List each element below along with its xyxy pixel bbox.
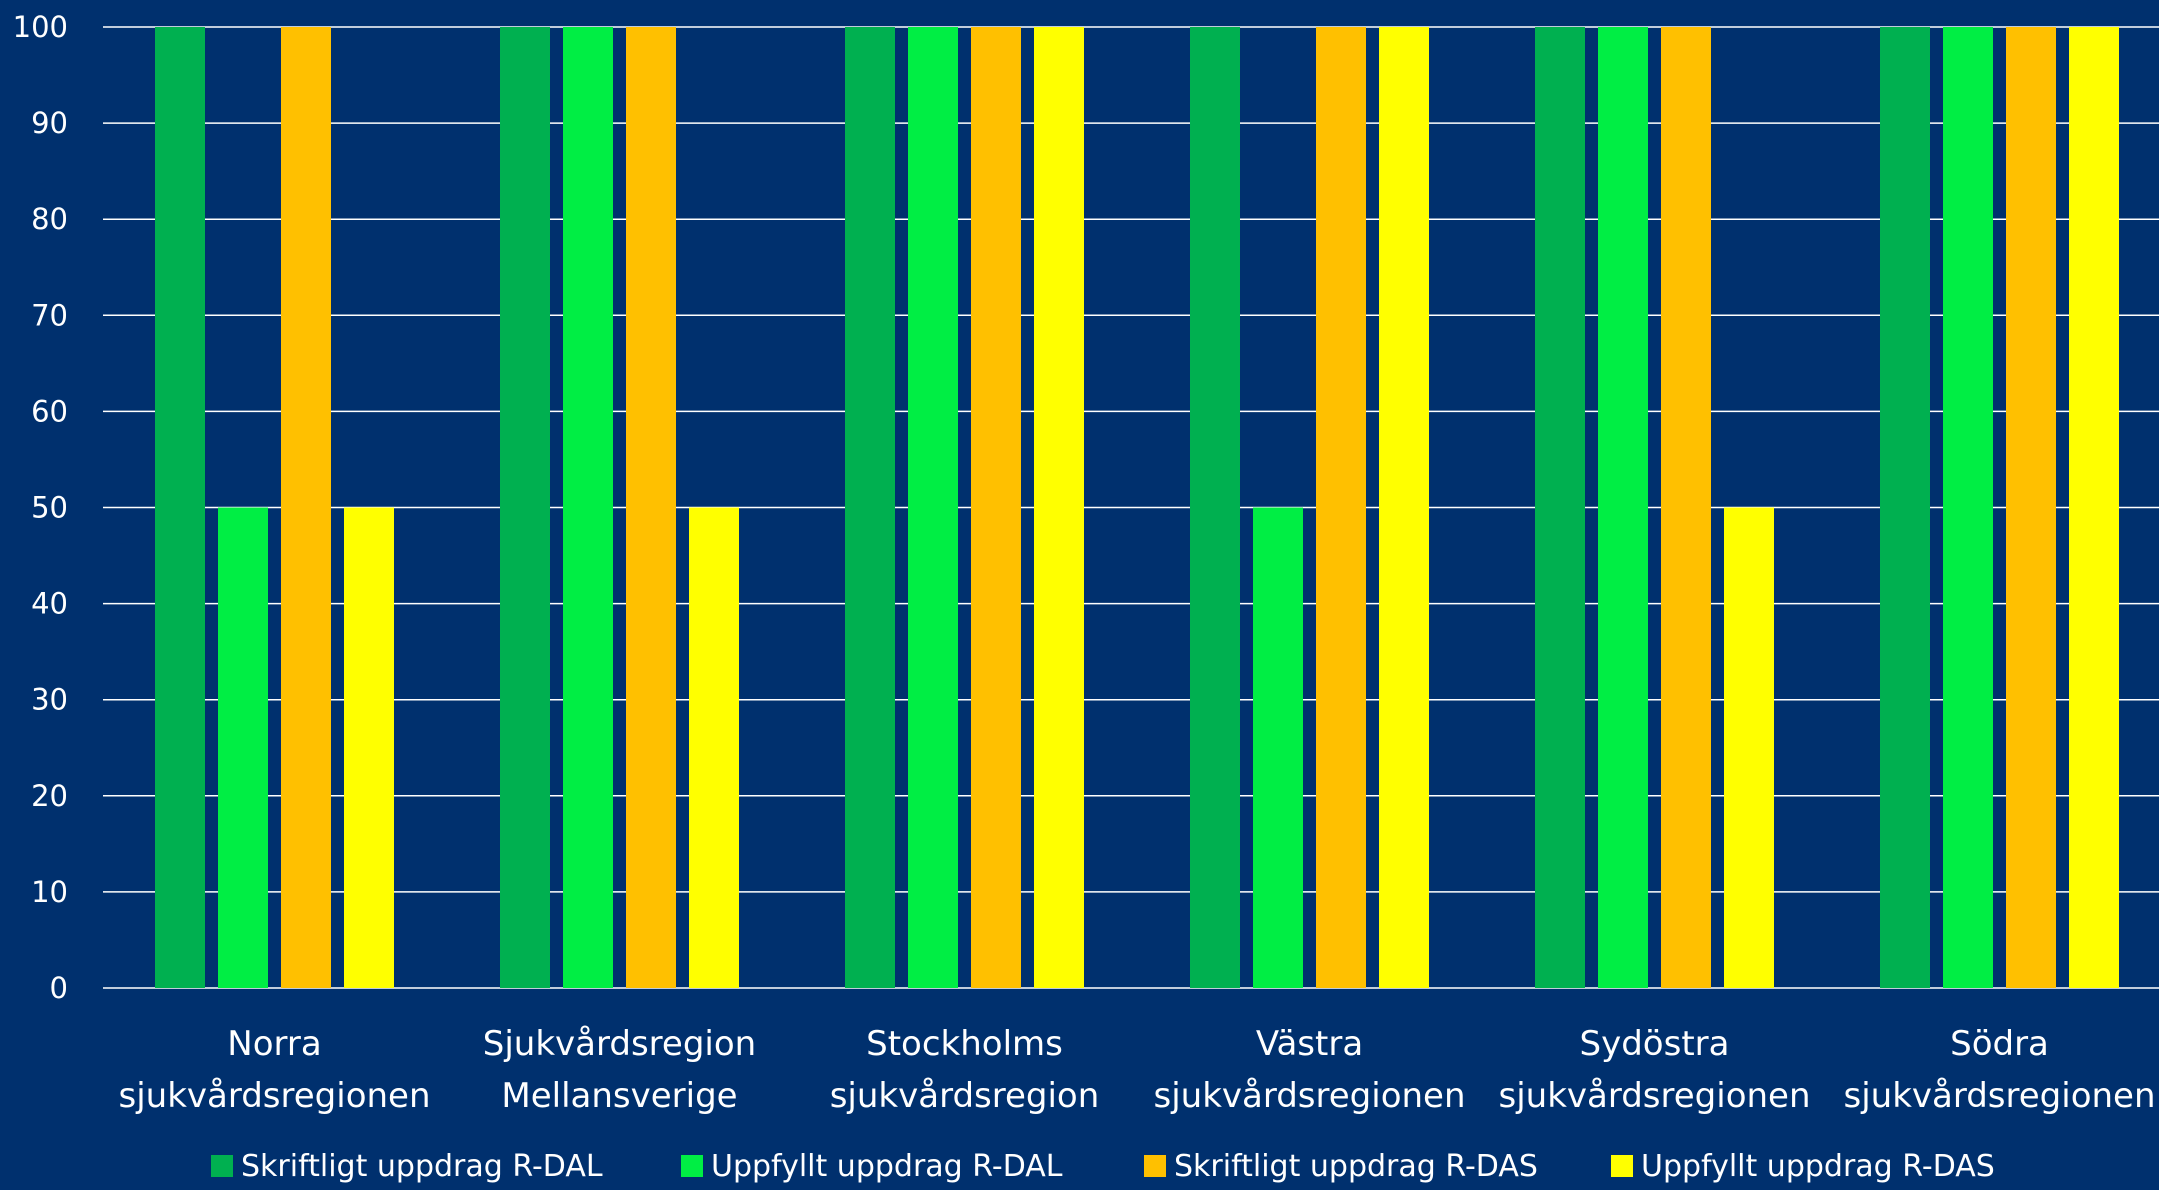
legend-label: Skriftligt uppdrag R-DAS <box>1174 1149 1538 1184</box>
y-tick-label: 30 <box>31 683 68 717</box>
bar <box>908 27 958 988</box>
y-tick-label: 70 <box>31 298 68 332</box>
legend-label: Uppfyllt uppdrag R-DAL <box>711 1149 1063 1184</box>
bar <box>281 27 331 988</box>
bar <box>2006 27 2056 988</box>
legend-label: Skriftligt uppdrag R-DAL <box>241 1149 603 1184</box>
x-category-label: Norra <box>227 1024 321 1064</box>
bar <box>1190 27 1240 988</box>
y-tick-label: 50 <box>31 491 68 525</box>
legend-label: Uppfyllt uppdrag R-DAS <box>1641 1149 1995 1184</box>
y-tick-label: 90 <box>31 106 68 140</box>
bar <box>1724 507 1774 988</box>
x-category-label: Stockholms <box>866 1024 1063 1064</box>
bar <box>1661 27 1711 988</box>
x-category-label: Sjukvårdsregion <box>483 1024 756 1064</box>
bar <box>563 27 613 988</box>
x-category-label: Mellansverige <box>501 1076 737 1116</box>
bar <box>845 27 895 988</box>
y-tick-label: 20 <box>31 779 68 813</box>
x-category-label: Västra <box>1256 1024 1363 1064</box>
bar <box>1598 27 1648 988</box>
y-tick-label: 40 <box>31 587 68 621</box>
bar <box>1880 27 1930 988</box>
y-tick-label: 60 <box>31 394 68 428</box>
y-tick-label: 10 <box>31 875 68 909</box>
x-category-label: sjukvårdsregionen <box>1498 1076 1810 1116</box>
x-category-label: sjukvårdsregionen <box>1153 1076 1465 1116</box>
bars <box>155 27 2119 988</box>
bar <box>1535 27 1585 988</box>
bar <box>1943 27 1993 988</box>
bar <box>626 27 676 988</box>
x-axis-category-labels: Norra sjukvårdsregionen Sjukvårdsregion Mel… <box>118 1024 2155 1116</box>
legend-swatch <box>211 1155 233 1177</box>
bar <box>1034 27 1084 988</box>
y-axis-ticks: 0 10 20 30 40 50 60 70 80 90 100 <box>13 10 68 1005</box>
bar <box>689 507 739 988</box>
bar <box>1379 27 1429 988</box>
bar <box>500 27 550 988</box>
legend: Skriftligt uppdrag R-DAL Uppfyllt uppdrag… <box>211 1149 1995 1184</box>
y-tick-label: 80 <box>31 202 68 236</box>
x-category-label: sjukvårdsregionen <box>1843 1076 2155 1116</box>
legend-swatch <box>681 1155 703 1177</box>
x-category-label: sjukvårdsregionen <box>118 1076 430 1116</box>
x-category-label: sjukvårdsregion <box>830 1076 1100 1116</box>
bar <box>1316 27 1366 988</box>
bar <box>344 507 394 988</box>
y-tick-label: 0 <box>50 971 68 1005</box>
bar <box>971 27 1021 988</box>
bar <box>1253 507 1303 988</box>
legend-swatch <box>1144 1155 1166 1177</box>
x-category-label: Sydöstra <box>1580 1024 1730 1064</box>
gridlines <box>103 26 2159 989</box>
bar <box>218 507 268 988</box>
legend-swatch <box>1611 1155 1633 1177</box>
bar <box>155 27 205 988</box>
bar <box>2069 27 2119 988</box>
x-category-label: Södra <box>1950 1024 2049 1064</box>
y-tick-label: 100 <box>13 10 68 44</box>
